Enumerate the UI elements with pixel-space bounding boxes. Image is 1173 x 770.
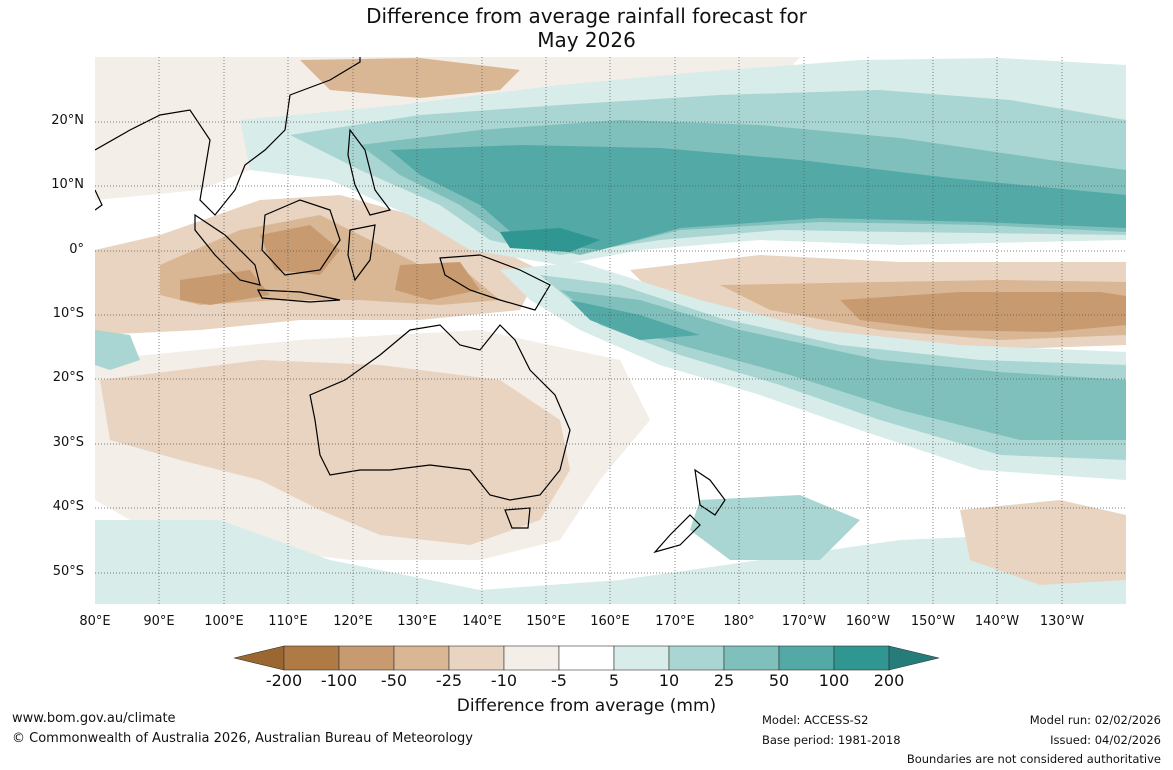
lat-label: 0°	[69, 242, 84, 257]
title-line-1: Difference from average rainfall forecas…	[366, 4, 807, 28]
colorbar-tick: -5	[551, 671, 567, 690]
spcz-strong	[570, 300, 700, 340]
copyright-text: © Commonwealth of Australia 2026, Austra…	[12, 731, 473, 746]
lon-label: 120°E	[333, 614, 373, 629]
coastline-new-zealand-north	[694, 468, 726, 516]
lon-label: 140°W	[974, 614, 1020, 629]
colorbar-tick: 200	[873, 671, 905, 690]
lon-label: 160°E	[590, 614, 630, 629]
coastline-borneo	[261, 199, 341, 276]
wet-west-indian	[95, 330, 140, 370]
colorbar-tick: -200	[265, 671, 303, 690]
colorbar-tick: 25	[713, 671, 735, 690]
dry-se-pacific	[960, 500, 1126, 585]
coastlines	[95, 57, 726, 554]
lon-label: 160°W	[845, 614, 891, 629]
lon-label: 140°E	[462, 614, 502, 629]
wet-tasman	[690, 495, 860, 560]
lat-label: 20°N	[51, 113, 84, 128]
graticule	[95, 57, 1126, 604]
coastline-new-guinea	[439, 254, 551, 311]
coastline-se-asia	[95, 57, 361, 216]
dry-core-java	[260, 225, 340, 275]
colorbar-tick: -50	[380, 671, 408, 690]
colorbar-tick: -25	[435, 671, 463, 690]
lon-label: 100°E	[204, 614, 244, 629]
coastline-sumatra	[194, 213, 261, 286]
lon-label: 150°W	[910, 614, 956, 629]
colorbar-title: Difference from average (mm)	[456, 696, 717, 716]
coastline-java	[257, 289, 341, 303]
colorbar-tick: -10	[490, 671, 518, 690]
lon-label: 80°E	[79, 614, 111, 629]
wet-band-strong	[390, 145, 1126, 250]
model-name: Model: ACCESS-S2	[762, 713, 869, 727]
lon-label: 110°E	[268, 614, 308, 629]
lon-label: 90°E	[143, 614, 175, 629]
issued-date: Issued: 04/02/2026	[1050, 733, 1161, 747]
boundaries-disclaimer: Boundaries are not considered authoritat…	[906, 752, 1161, 766]
coastline-australia	[309, 324, 571, 501]
coastline-philippines	[347, 128, 392, 216]
coastline-tasmania	[504, 507, 531, 529]
coastline-india-tip	[95, 189, 103, 211]
lat-label: 20°S	[52, 370, 84, 385]
lon-label: 130°E	[397, 614, 437, 629]
colorbar-tick: 100	[818, 671, 850, 690]
coastline-new-zealand-south	[653, 514, 701, 554]
dry-north-subtropics	[300, 58, 520, 98]
dry-region-pacific-core	[840, 292, 1126, 332]
dry-region-australia-inner	[100, 360, 570, 545]
dry-core-sumatra	[180, 270, 270, 305]
website-link[interactable]: www.bom.gov.au/climate	[12, 711, 176, 726]
lat-label: 30°S	[52, 435, 84, 450]
dry-core-arafura	[395, 262, 480, 300]
coastline-sulawesi	[347, 224, 376, 282]
lat-label: 10°N	[51, 177, 84, 192]
lat-label: 40°S	[52, 499, 84, 514]
lon-label: 170°E	[655, 614, 695, 629]
base-period: Base period: 1981-2018	[762, 733, 901, 747]
model-run-date: Model run: 02/02/2026	[1029, 713, 1161, 727]
colorbar-tick: 5	[608, 671, 620, 690]
map-field	[95, 57, 1126, 604]
lat-label: 50°S	[52, 564, 84, 579]
lon-label: 130°W	[1039, 614, 1085, 629]
colorbar-tick: 10	[658, 671, 680, 690]
title-line-2: May 2026	[537, 28, 636, 52]
colorbar-tick: 50	[768, 671, 790, 690]
colorbar-tick: -100	[320, 671, 358, 690]
wet-band-core	[500, 228, 600, 252]
lon-label: 150°E	[526, 614, 566, 629]
map-title: Difference from average rainfall forecas…	[0, 4, 1173, 52]
spcz-mid	[560, 290, 1126, 440]
lon-label: 180°	[723, 614, 755, 629]
lat-label: 10°S	[52, 306, 84, 321]
lon-label: 170°W	[781, 614, 827, 629]
